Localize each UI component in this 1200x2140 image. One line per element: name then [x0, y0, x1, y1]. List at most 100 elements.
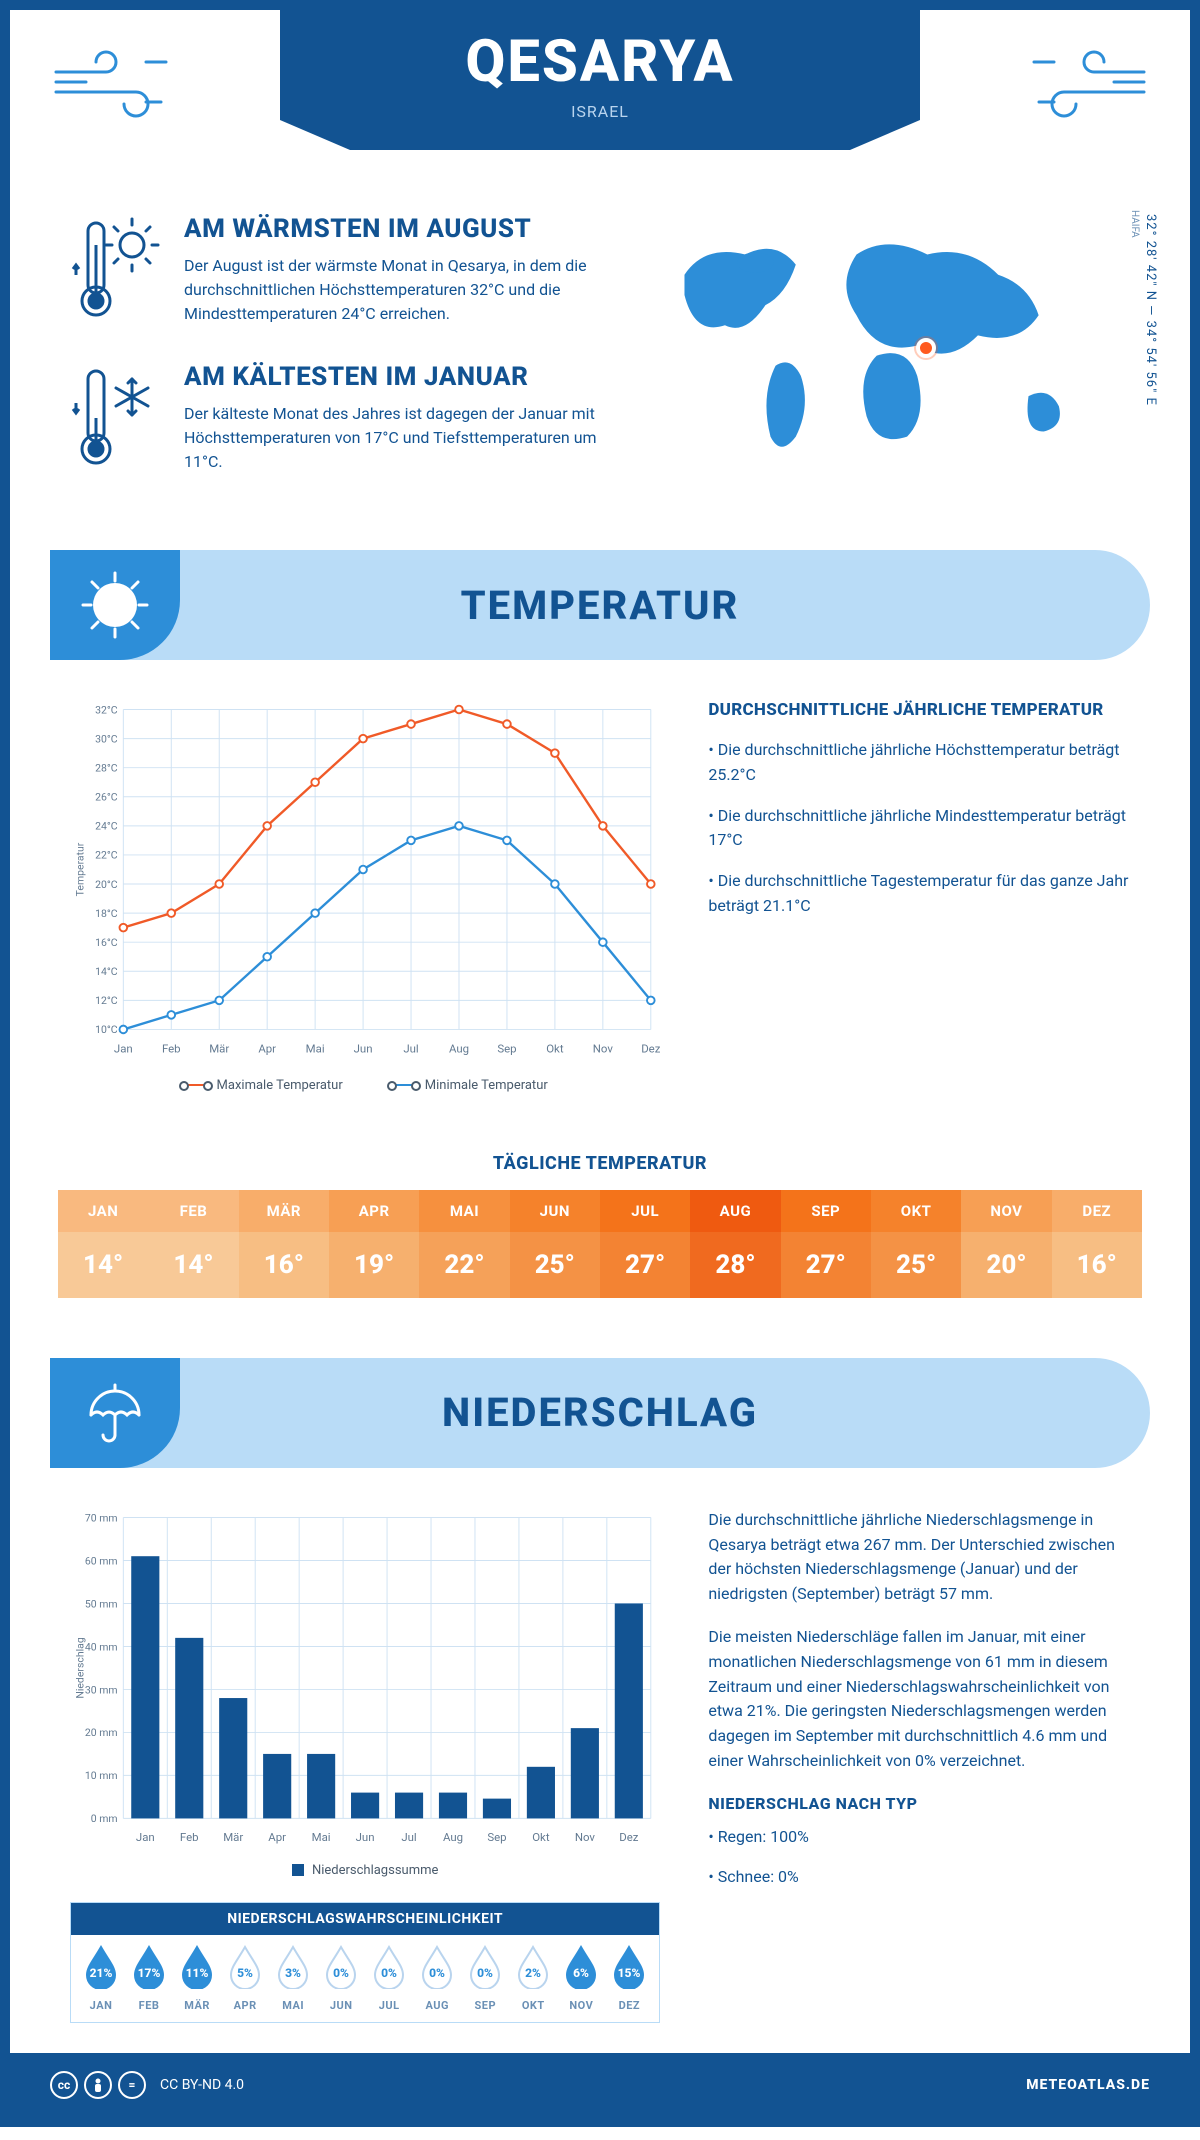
- daily-temp-cell: SEP27°: [781, 1190, 871, 1298]
- svg-text:Jun: Jun: [354, 1041, 373, 1055]
- svg-text:Feb: Feb: [162, 1041, 181, 1055]
- raindrop-icon: 17%: [131, 1945, 167, 1989]
- svg-text:Mär: Mär: [209, 1041, 229, 1055]
- daily-temp-table: JAN14°FEB14°MÄR16°APR19°MAI22°JUN25°JUL2…: [58, 1190, 1142, 1298]
- svg-text:21%: 21%: [90, 1966, 113, 1980]
- svg-text:17%: 17%: [138, 1966, 161, 1980]
- svg-text:32°C: 32°C: [95, 703, 118, 716]
- fact-warmest: AM WÄRMSTEN IM AUGUST Der August ist der…: [70, 214, 604, 326]
- notes-item: • Die durchschnittliche jährliche Mindes…: [708, 804, 1130, 854]
- sun-icon: [79, 569, 151, 641]
- svg-text:Temperatur: Temperatur: [73, 842, 86, 896]
- page-subtitle: ISRAEL: [10, 102, 1190, 121]
- svg-text:Aug: Aug: [449, 1041, 469, 1055]
- svg-text:6%: 6%: [573, 1966, 589, 1980]
- page-title: QESARYA: [10, 28, 1190, 96]
- fact-text: Der kälteste Monat des Jahres ist dagege…: [184, 402, 604, 474]
- svg-text:11%: 11%: [186, 1966, 209, 1980]
- legend-min: Minimale Temperatur: [391, 1078, 548, 1093]
- fact-title: AM WÄRMSTEN IM AUGUST: [184, 214, 604, 244]
- svg-text:60 mm: 60 mm: [85, 1554, 118, 1567]
- svg-text:15%: 15%: [618, 1966, 641, 1980]
- prob-title: NIEDERSCHLAGSWAHRSCHEINLICHKEIT: [71, 1903, 659, 1935]
- daily-temp-cell: OKT25°: [871, 1190, 961, 1298]
- svg-text:0%: 0%: [381, 1966, 397, 1980]
- section-title: NIEDERSCHLAG: [50, 1389, 1150, 1436]
- daily-temp-cell: MAI22°: [419, 1190, 509, 1298]
- raindrop-icon: 2%: [515, 1945, 551, 1989]
- section-header-temperature: TEMPERATUR: [50, 550, 1150, 660]
- precip-paragraph: Die durchschnittliche jährliche Niedersc…: [708, 1508, 1130, 1607]
- svg-text:30°C: 30°C: [95, 732, 118, 745]
- svg-text:Feb: Feb: [180, 1830, 199, 1844]
- prob-cell: 17% FEB: [125, 1945, 173, 2012]
- raindrop-icon: 0%: [467, 1945, 503, 1989]
- svg-text:Nov: Nov: [575, 1830, 596, 1844]
- svg-text:0%: 0%: [477, 1966, 493, 1980]
- svg-text:Jan: Jan: [136, 1830, 155, 1844]
- header: QESARYA ISRAEL: [10, 10, 1190, 190]
- by-icon: [84, 2071, 112, 2099]
- section-title: TEMPERATUR: [50, 582, 1150, 629]
- notes-item: • Die durchschnittliche jährliche Höchst…: [708, 738, 1130, 788]
- raindrop-icon: 11%: [179, 1945, 215, 1989]
- prob-cell: 5% APR: [221, 1945, 269, 2012]
- svg-text:Jul: Jul: [401, 1830, 416, 1844]
- raindrop-icon: 3%: [275, 1945, 311, 1989]
- prob-cell: 6% NOV: [557, 1945, 605, 2012]
- svg-text:Okt: Okt: [546, 1041, 564, 1055]
- thermometer-snow-icon: [70, 362, 160, 474]
- daily-temp-cell: MÄR16°: [239, 1190, 329, 1298]
- svg-text:70 mm: 70 mm: [85, 1511, 118, 1524]
- thermometer-sun-icon: [70, 214, 160, 326]
- daily-temp-cell: JAN14°: [58, 1190, 148, 1298]
- footer-brand: METEOATLAS.DE: [1026, 2077, 1150, 2093]
- prob-cell: 2% OKT: [509, 1945, 557, 2012]
- legend-label: Maximale Temperatur: [217, 1078, 343, 1093]
- svg-text:10 mm: 10 mm: [85, 1769, 118, 1782]
- legend-label: Niederschlagssumme: [312, 1863, 438, 1878]
- svg-text:20°C: 20°C: [95, 878, 118, 891]
- svg-text:26°C: 26°C: [95, 791, 118, 804]
- raindrop-icon: 15%: [611, 1945, 647, 1989]
- daily-temp-cell: NOV20°: [961, 1190, 1051, 1298]
- svg-text:12°C: 12°C: [95, 994, 118, 1007]
- raindrop-icon: 21%: [83, 1945, 119, 1989]
- svg-text:14°C: 14°C: [95, 965, 118, 978]
- fact-coldest: AM KÄLTESTEN IM JANUAR Der kälteste Mona…: [70, 362, 604, 474]
- svg-text:Aug: Aug: [443, 1830, 463, 1844]
- svg-text:Jan: Jan: [114, 1041, 133, 1055]
- cc-icon: cc: [50, 2071, 78, 2099]
- type-item: • Schnee: 0%: [708, 1865, 1130, 1890]
- svg-text:0%: 0%: [429, 1966, 445, 1980]
- footer: cc = CC BY-ND 4.0 METEOATLAS.DE: [10, 2053, 1190, 2117]
- notes-item: • Die durchschnittliche Tagestemperatur …: [708, 869, 1130, 919]
- coordinates: 32° 28' 42" N — 34° 54' 56" E: [1143, 214, 1158, 510]
- daily-temp-title: TÄGLICHE TEMPERATUR: [10, 1153, 1190, 1174]
- svg-text:Sep: Sep: [497, 1041, 516, 1055]
- prob-cell: 0% JUN: [317, 1945, 365, 2012]
- fact-text: Der August ist der wärmste Monat in Qesa…: [184, 254, 604, 326]
- svg-text:Apr: Apr: [258, 1041, 276, 1055]
- legend-label: Minimale Temperatur: [425, 1078, 548, 1093]
- bar-legend: Niederschlagssumme: [70, 1863, 660, 1878]
- svg-text:Mär: Mär: [223, 1830, 243, 1844]
- raindrop-icon: 0%: [371, 1945, 407, 1989]
- svg-text:Dez: Dez: [619, 1830, 639, 1844]
- daily-temp-cell: AUG28°: [690, 1190, 780, 1298]
- raindrop-icon: 0%: [419, 1945, 455, 1989]
- svg-text:0%: 0%: [333, 1966, 349, 1980]
- raindrop-icon: 6%: [563, 1945, 599, 1989]
- svg-text:10°C: 10°C: [95, 1023, 118, 1036]
- prob-cell: 21% JAN: [77, 1945, 125, 2012]
- svg-text:Jun: Jun: [356, 1830, 375, 1844]
- precip-bar-chart: 0 mm10 mm20 mm30 mm40 mm50 mm60 mm70 mmN…: [70, 1508, 660, 1851]
- svg-text:Jul: Jul: [403, 1041, 418, 1055]
- fact-title: AM KÄLTESTEN IM JANUAR: [184, 362, 604, 392]
- daily-temp-cell: JUN25°: [510, 1190, 600, 1298]
- svg-text:30 mm: 30 mm: [85, 1683, 118, 1696]
- wind-icon: [46, 32, 176, 132]
- world-map: HAIFA 32° 28' 42" N — 34° 54' 56" E: [644, 214, 1130, 510]
- svg-text:Okt: Okt: [532, 1830, 550, 1844]
- svg-text:2%: 2%: [525, 1966, 541, 1980]
